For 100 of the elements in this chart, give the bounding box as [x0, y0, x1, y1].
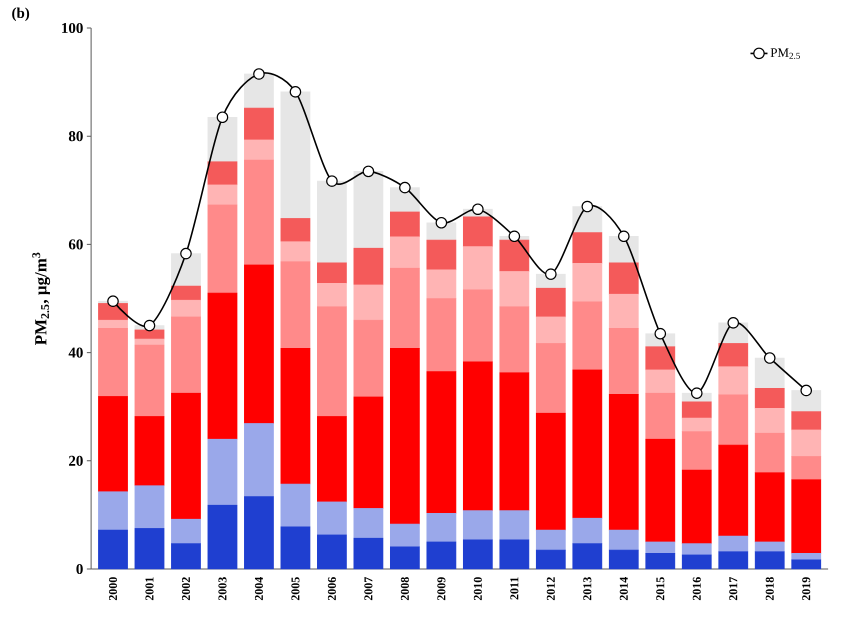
bar — [244, 496, 274, 570]
x-tick-label: 2008 — [400, 577, 409, 600]
bar — [134, 338, 164, 346]
bar — [208, 184, 238, 206]
bar — [354, 248, 384, 286]
bar — [171, 316, 201, 394]
y-tick-label: 60 — [68, 239, 83, 250]
x-tick-label: 2013 — [583, 577, 592, 600]
bar — [718, 551, 748, 570]
bar — [98, 530, 128, 570]
bar — [718, 394, 748, 446]
bar — [208, 438, 238, 506]
bar — [317, 283, 347, 307]
bar — [426, 270, 456, 299]
bar — [354, 320, 384, 398]
x-tick-label: 2011 — [510, 577, 518, 600]
bar — [682, 554, 712, 570]
bar — [426, 298, 456, 372]
bar — [462, 216, 493, 247]
bar — [134, 485, 164, 529]
bar — [98, 320, 128, 329]
bar — [608, 394, 639, 530]
y-tick-label: 20 — [69, 456, 83, 466]
bar — [791, 411, 822, 430]
bar — [682, 543, 712, 556]
bar — [390, 212, 420, 238]
point — [690, 387, 703, 399]
bar — [536, 316, 566, 344]
point — [472, 203, 484, 216]
bar — [317, 416, 347, 502]
bar — [536, 530, 566, 550]
bar — [572, 301, 602, 370]
x-tick-label: 2015 — [656, 577, 664, 600]
bar — [608, 262, 639, 294]
bar — [244, 140, 274, 160]
x-tick-label: 2005 — [291, 577, 300, 600]
bar — [754, 472, 785, 542]
point — [582, 200, 594, 212]
bar — [718, 536, 748, 552]
bar — [682, 402, 712, 418]
bar — [354, 538, 384, 570]
bar — [171, 286, 201, 300]
bar — [572, 518, 602, 544]
bar — [134, 528, 164, 570]
point — [436, 216, 448, 229]
bar — [645, 346, 676, 370]
bar — [718, 366, 748, 396]
bar — [754, 388, 785, 409]
point — [508, 230, 520, 242]
bar — [390, 268, 420, 349]
bar — [354, 171, 384, 248]
bar — [608, 328, 639, 395]
bar — [572, 370, 602, 518]
bar — [426, 240, 456, 270]
bar — [317, 262, 347, 284]
bar — [98, 491, 128, 530]
bar — [608, 530, 639, 550]
bar — [754, 432, 785, 473]
bar — [499, 539, 530, 570]
bar — [682, 431, 712, 470]
bar — [536, 343, 566, 414]
bar — [682, 470, 712, 544]
bar — [354, 396, 384, 509]
bar — [208, 292, 238, 440]
point — [253, 68, 265, 80]
bar — [317, 306, 347, 417]
x-tick-label: 2010 — [474, 577, 482, 600]
bar — [171, 392, 201, 520]
bar — [791, 430, 822, 457]
point — [764, 352, 776, 364]
x-tick-label: 2003 — [218, 577, 226, 600]
bar — [645, 438, 676, 542]
bar — [462, 290, 493, 362]
bar — [499, 271, 530, 307]
bar — [536, 550, 566, 570]
x-tick-label: 2016 — [692, 577, 701, 600]
x-tick-label: 2019 — [802, 577, 810, 600]
chart-title: (b) — [12, 8, 30, 22]
bar — [791, 479, 822, 554]
bar — [645, 542, 676, 554]
bar — [280, 92, 310, 219]
x-tick-label: 2006 — [328, 577, 336, 600]
point — [399, 182, 411, 194]
bar — [134, 416, 164, 486]
point — [362, 166, 374, 178]
bar — [426, 542, 456, 570]
bar — [608, 550, 639, 570]
bar — [645, 553, 676, 570]
point — [326, 175, 338, 187]
bar — [754, 551, 785, 570]
bar — [754, 408, 785, 434]
bar — [572, 543, 602, 570]
bar — [98, 396, 128, 492]
bar — [718, 444, 748, 536]
bar — [244, 423, 274, 497]
bar — [682, 418, 712, 432]
bar — [754, 542, 785, 552]
bar — [791, 560, 822, 570]
x-tick-label: 2009 — [437, 577, 446, 600]
y-tick-label: 80 — [68, 131, 83, 142]
